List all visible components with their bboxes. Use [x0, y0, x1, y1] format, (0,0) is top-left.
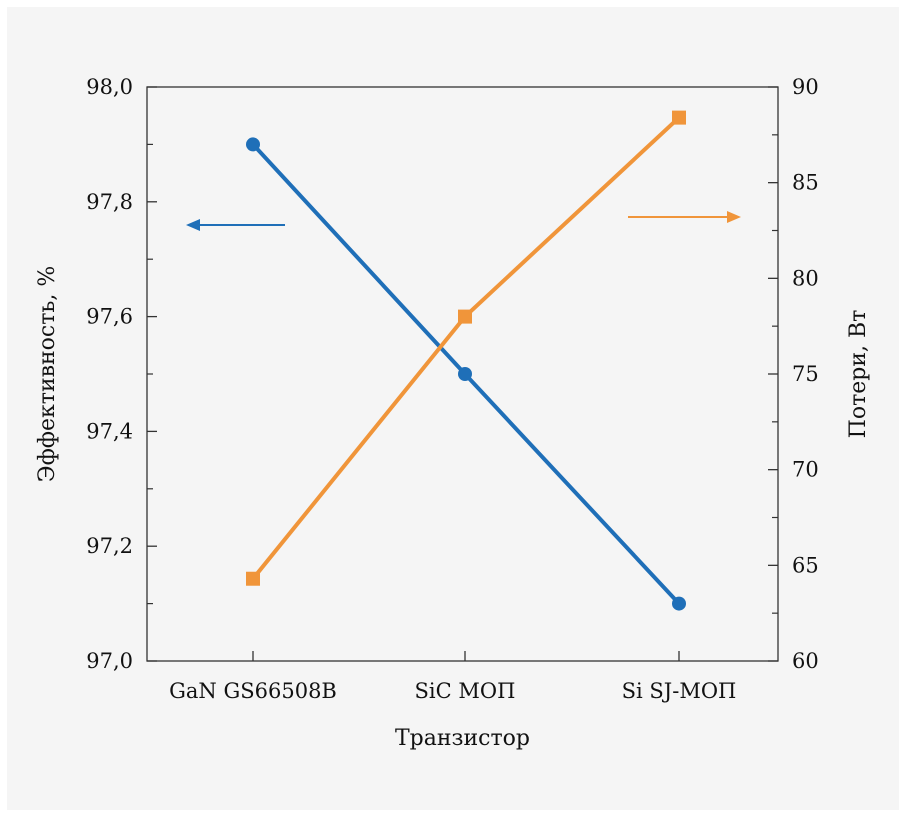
right-tick-label: 80 [792, 266, 819, 290]
series-point-0 [458, 367, 472, 381]
right-tick-label: 65 [792, 553, 819, 577]
series-layer [186, 110, 741, 611]
axes: 97,0 97,2 97,4 97,6 97,8 98,0 60 65 70 75 80 85 90 Ga… [86, 75, 819, 703]
right-tick-label: 70 [792, 458, 819, 482]
left-tick-label: 98,0 [86, 75, 133, 99]
left-tick-label: 97,8 [86, 190, 133, 214]
right-tick-label: 85 [792, 171, 819, 195]
right-tick-label: 90 [792, 75, 819, 99]
right-axis-arrowhead [727, 211, 741, 223]
left-axis-title: Эффективность, % [35, 266, 60, 483]
series-point-1 [672, 110, 686, 125]
left-tick-label: 97,2 [86, 534, 133, 558]
labels: Транзистор Эффективность, % Потери, Вт [35, 266, 871, 751]
series-point-1 [458, 309, 472, 324]
left-axis-arrowhead [186, 219, 200, 231]
x-tick-label: SiC МОП [415, 679, 516, 703]
left-tick-label: 97,0 [86, 649, 133, 673]
right-tick-label: 75 [792, 362, 819, 386]
right-tick-label: 60 [792, 649, 819, 673]
left-tick-label: 97,6 [86, 305, 133, 329]
series-line-1 [251, 116, 681, 580]
right-axis-title: Потери, Вт [846, 310, 871, 439]
series-point-0 [672, 596, 686, 611]
x-tick-label: Si SJ-МОП [622, 679, 737, 703]
left-tick-label: 97,4 [86, 419, 133, 443]
x-tick-label: GaN GS66508B [169, 679, 337, 703]
x-axis-title: Транзистор [395, 726, 530, 751]
chart-frame [7, 7, 899, 810]
series-point-0 [246, 137, 260, 152]
series-point-1 [246, 571, 260, 586]
